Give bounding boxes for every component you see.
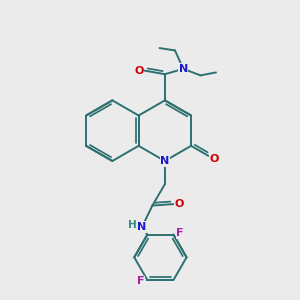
Text: F: F [176, 228, 184, 238]
Text: N: N [137, 222, 147, 232]
Text: O: O [134, 66, 143, 76]
Text: H: H [128, 220, 137, 230]
Text: N: N [179, 64, 188, 74]
Text: O: O [209, 154, 218, 164]
Text: O: O [174, 199, 184, 209]
Text: N: N [160, 156, 170, 166]
Text: F: F [137, 276, 145, 286]
